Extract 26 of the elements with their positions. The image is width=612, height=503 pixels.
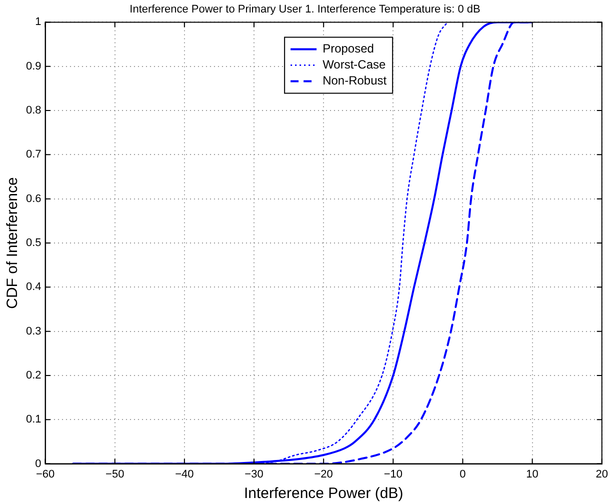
legend-label: Worst-Case [322,58,386,72]
x-tick-label: 0 [460,468,466,480]
y-tick-label: 0.8 [26,104,42,117]
y-tick-label: 0.1 [26,414,42,426]
y-tick-label: 0.4 [26,281,42,294]
y-tick-label: 0.5 [26,237,42,250]
y-tick-label: 1 [35,16,42,28]
y-tick-label: 0.9 [26,60,42,72]
x-tick-label: −10 [384,468,402,480]
y-tick-label: 0 [35,458,42,470]
y-tick-label: 0.6 [26,192,42,205]
y-tick-label: 0.3 [26,325,42,338]
chart-title: Interference Power to Primary User 1. Interference Temperature is: 0 dB [130,4,480,16]
legend-label: Non-Robust [322,74,388,88]
x-tick-label: −40 [175,468,194,480]
y-axis-title: CDF of Interference [4,177,22,309]
y-tick-label: 0.7 [26,148,42,161]
x-tick-label: −60 [36,468,55,480]
x-tick-label: 20 [596,468,608,480]
legend-label: Proposed [322,42,374,56]
x-tick-label: −20 [314,468,333,480]
x-tick-label: −50 [106,468,124,480]
x-tick-label: −30 [244,468,264,480]
x-axis-title: Interference Power (dB) [244,485,404,502]
y-tick-label: 0.2 [26,370,42,382]
x-tick-label: 10 [526,468,538,480]
